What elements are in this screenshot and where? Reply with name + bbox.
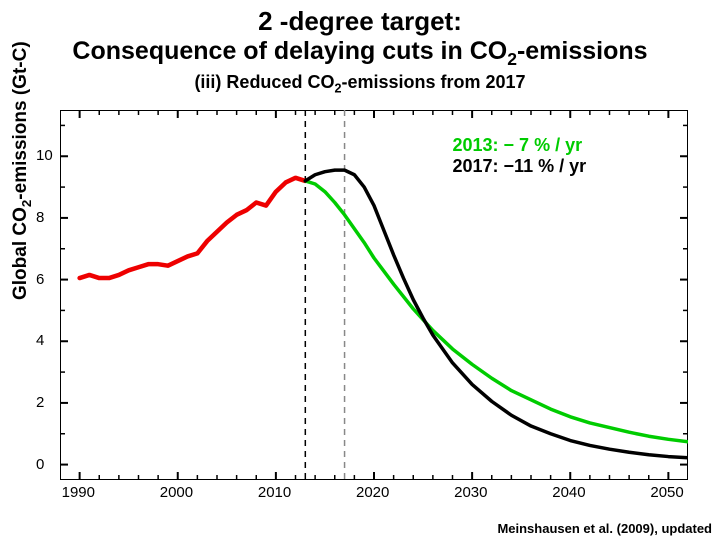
x-tick: 2020	[356, 484, 389, 501]
x-tick: 2000	[160, 484, 193, 501]
subtitle-post: -emissions from 2017	[341, 72, 525, 92]
subtitle: (iii) Reduced CO2-emissions from 2017	[0, 72, 720, 96]
legend-2013: 2013: − 7 % / yr	[453, 135, 587, 156]
title-line2: Consequence of delaying cuts in CO2-emis…	[0, 37, 720, 70]
y-tick: 6	[36, 271, 44, 288]
ylabel-sub: 2	[19, 200, 34, 207]
subtitle-pre: (iii) Reduced CO	[194, 72, 334, 92]
ylabel-pre: Global CO	[10, 207, 31, 300]
x-tick: 1990	[62, 484, 95, 501]
x-tick: 2040	[552, 484, 585, 501]
title-line2-post: -emissions	[517, 37, 648, 65]
y-tick: 10	[36, 147, 53, 164]
legend-2017: 2017: −11 % / yr	[453, 156, 587, 177]
x-tick: 2010	[258, 484, 291, 501]
ylabel-post: -emissions (Gt-C)	[10, 41, 31, 199]
title-line2-sub: 2	[507, 49, 517, 69]
x-tick: 2030	[454, 484, 487, 501]
title-line1: 2 -degree target:	[0, 6, 720, 37]
emissions-chart	[60, 110, 688, 480]
legend: 2013: − 7 % / yr 2017: −11 % / yr	[453, 135, 587, 177]
citation: Meinshausen et al. (2009), updated	[497, 521, 712, 536]
y-axis-label: Global CO2-emissions (Gt-C)	[10, 41, 34, 300]
x-tick: 2050	[650, 484, 683, 501]
y-tick: 8	[36, 209, 44, 226]
y-tick: 2	[36, 394, 44, 411]
y-tick: 4	[36, 332, 44, 349]
y-tick: 0	[36, 456, 44, 473]
title-line2-pre: Consequence of delaying cuts in CO	[72, 37, 507, 65]
